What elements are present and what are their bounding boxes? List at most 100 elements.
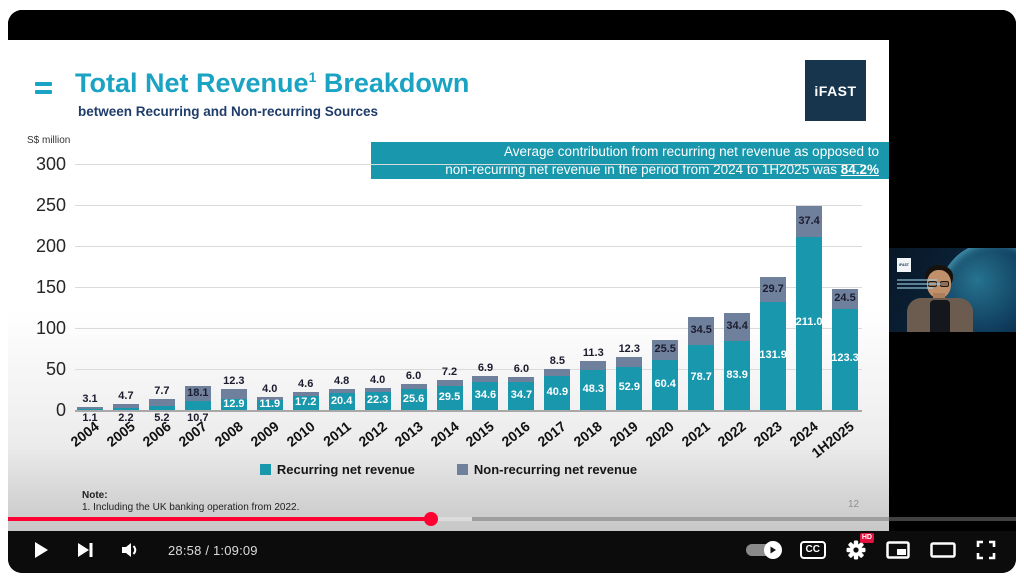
video-frame[interactable]: Total Net Revenue1 Breakdown between Rec… — [8, 10, 1016, 531]
value-label-nonrecurring: 4.7 — [118, 390, 134, 403]
legend-label: Non-recurring net revenue — [473, 462, 638, 477]
value-label-recurring: 83.9 — [726, 368, 748, 381]
gridline — [75, 246, 862, 247]
bar-segment-recurring — [688, 345, 715, 410]
value-label-nonrecurring: 4.0 — [262, 382, 278, 395]
bar-segment-recurring — [760, 301, 787, 410]
speaker-neck — [933, 293, 945, 302]
legend-label: Recurring net revenue — [276, 462, 415, 477]
value-label-nonrecurring: 34.5 — [690, 324, 712, 337]
next-button[interactable] — [76, 542, 94, 558]
gridline — [75, 328, 862, 329]
callout-line1: Average contribution from recurring net … — [504, 144, 879, 159]
value-label-nonrecurring: 4.8 — [334, 375, 350, 388]
value-label-recurring: 34.6 — [474, 388, 497, 401]
y-axis-tick-label: 0 — [55, 400, 66, 420]
speaker-webcam: iFAST — [889, 248, 1016, 332]
webcam-tagline-line — [897, 279, 937, 281]
value-label-recurring: 20.4 — [330, 394, 353, 407]
value-label-nonrecurring: 24.5 — [834, 291, 856, 304]
value-label-nonrecurring: 37.4 — [798, 214, 820, 227]
value-label-recurring: 29.5 — [438, 390, 461, 403]
value-label-recurring: 211.0 — [795, 316, 823, 329]
chart-legend: Recurring net revenue Non-recurring net r… — [8, 462, 889, 477]
bar-segment-nonrecurring — [760, 277, 787, 302]
volume-icon[interactable] — [120, 541, 142, 559]
bar-segment-nonrecurring — [796, 206, 823, 237]
bar-segment-nonrecurring — [292, 392, 319, 396]
legend-item: Non-recurring net revenue — [456, 462, 638, 477]
value-label-recurring: 25.6 — [402, 392, 425, 405]
progress-scrubber[interactable] — [424, 512, 439, 526]
bar-segment-nonrecurring — [148, 399, 175, 406]
value-label-recurring: 11.9 — [259, 398, 281, 411]
bar-segment-nonrecurring — [616, 356, 643, 367]
y-axis-tick-label: 200 — [35, 236, 66, 256]
bar-segment-nonrecurring — [400, 384, 427, 389]
y-axis-tick-label: 150 — [35, 277, 66, 297]
progress-played — [8, 517, 432, 521]
presentation-slide: Total Net Revenue1 Breakdown between Rec… — [8, 40, 889, 531]
y-axis-tick-label: 300 — [35, 154, 66, 174]
autoplay-toggle[interactable] — [745, 541, 782, 559]
autoplay-knob — [763, 541, 782, 559]
value-label-nonrecurring: 6.0 — [513, 362, 530, 375]
footnote-heading: Note: — [82, 490, 108, 501]
value-label-recurring: 22.3 — [366, 393, 389, 406]
value-label-recurring: 17.2 — [294, 395, 317, 408]
value-label-recurring: 40.9 — [546, 386, 569, 399]
bar-segment-recurring — [364, 391, 391, 410]
gridline — [75, 164, 862, 165]
bar-segment-recurring — [112, 408, 139, 410]
progress-bar[interactable] — [8, 512, 1016, 526]
bar-segment-nonrecurring — [472, 375, 499, 382]
value-label-recurring: 52.9 — [618, 381, 640, 394]
value-label-recurring: 12.9 — [223, 397, 245, 410]
legend-swatch — [456, 464, 468, 475]
bar-segment-recurring — [77, 409, 103, 410]
callout-banner: Average contribution from recurring net … — [371, 142, 889, 179]
legend-item: Recurring net revenue — [259, 462, 415, 477]
bar-segment-nonrecurring — [688, 317, 715, 346]
value-label-nonrecurring: 7.2 — [441, 365, 458, 378]
miniplayer-button[interactable] — [886, 541, 910, 559]
value-label-nonrecurring: 7.7 — [154, 385, 170, 398]
value-label-recurring: 131.9 — [759, 348, 787, 361]
value-label-nonrecurring: 29.7 — [762, 282, 784, 295]
theater-mode-button[interactable] — [930, 541, 956, 559]
footnote: Note: 1. Including the UK banking operat… — [82, 490, 299, 514]
value-label-recurring: 48.3 — [582, 383, 605, 396]
value-label-recurring: 60.4 — [654, 378, 676, 391]
bar-segment-nonrecurring — [724, 312, 751, 342]
settings-button[interactable]: HD — [846, 533, 874, 560]
value-label-nonrecurring: 6.9 — [477, 361, 494, 374]
bar-segment-recurring — [508, 381, 535, 410]
y-axis-tick-label: 50 — [45, 359, 66, 379]
x-axis-line — [75, 410, 862, 412]
time-display: 28:58 / 1:09:09 — [168, 542, 258, 558]
value-label-recurring: 78.7 — [690, 370, 712, 383]
bar-segment-recurring — [580, 370, 607, 410]
stacked-bar-chart: 0 50 100 150 200 250 300 1.1 3.1 2004 2.2 4.7 2005 5.… — [8, 40, 889, 531]
y-axis-tick-label: 250 — [35, 195, 66, 215]
bar-segment-recurring — [472, 381, 499, 410]
value-label-nonrecurring: 11.3 — [582, 347, 604, 360]
fullscreen-button[interactable] — [976, 540, 996, 560]
speaker-shirt — [930, 300, 950, 332]
bar-segment-nonrecurring — [256, 396, 283, 401]
bar-segment-recurring — [832, 308, 858, 410]
value-label-nonrecurring: 18.1 — [187, 386, 209, 399]
ifast-logo: iFAST — [805, 60, 866, 121]
play-button[interactable] — [32, 541, 50, 559]
value-label-recurring: 34.7 — [510, 388, 533, 401]
bar-segment-recurring — [544, 376, 571, 410]
bar-segment-recurring — [184, 401, 211, 410]
bar-segment-nonrecurring — [544, 369, 571, 377]
webcam-ifast-logo: iFAST — [897, 258, 911, 272]
bar-segment-recurring — [256, 400, 283, 410]
value-label-nonrecurring: 12.3 — [223, 375, 245, 388]
captions-button[interactable]: CC — [799, 541, 826, 559]
gridline — [75, 287, 862, 288]
list-bullet-icon — [35, 82, 52, 98]
